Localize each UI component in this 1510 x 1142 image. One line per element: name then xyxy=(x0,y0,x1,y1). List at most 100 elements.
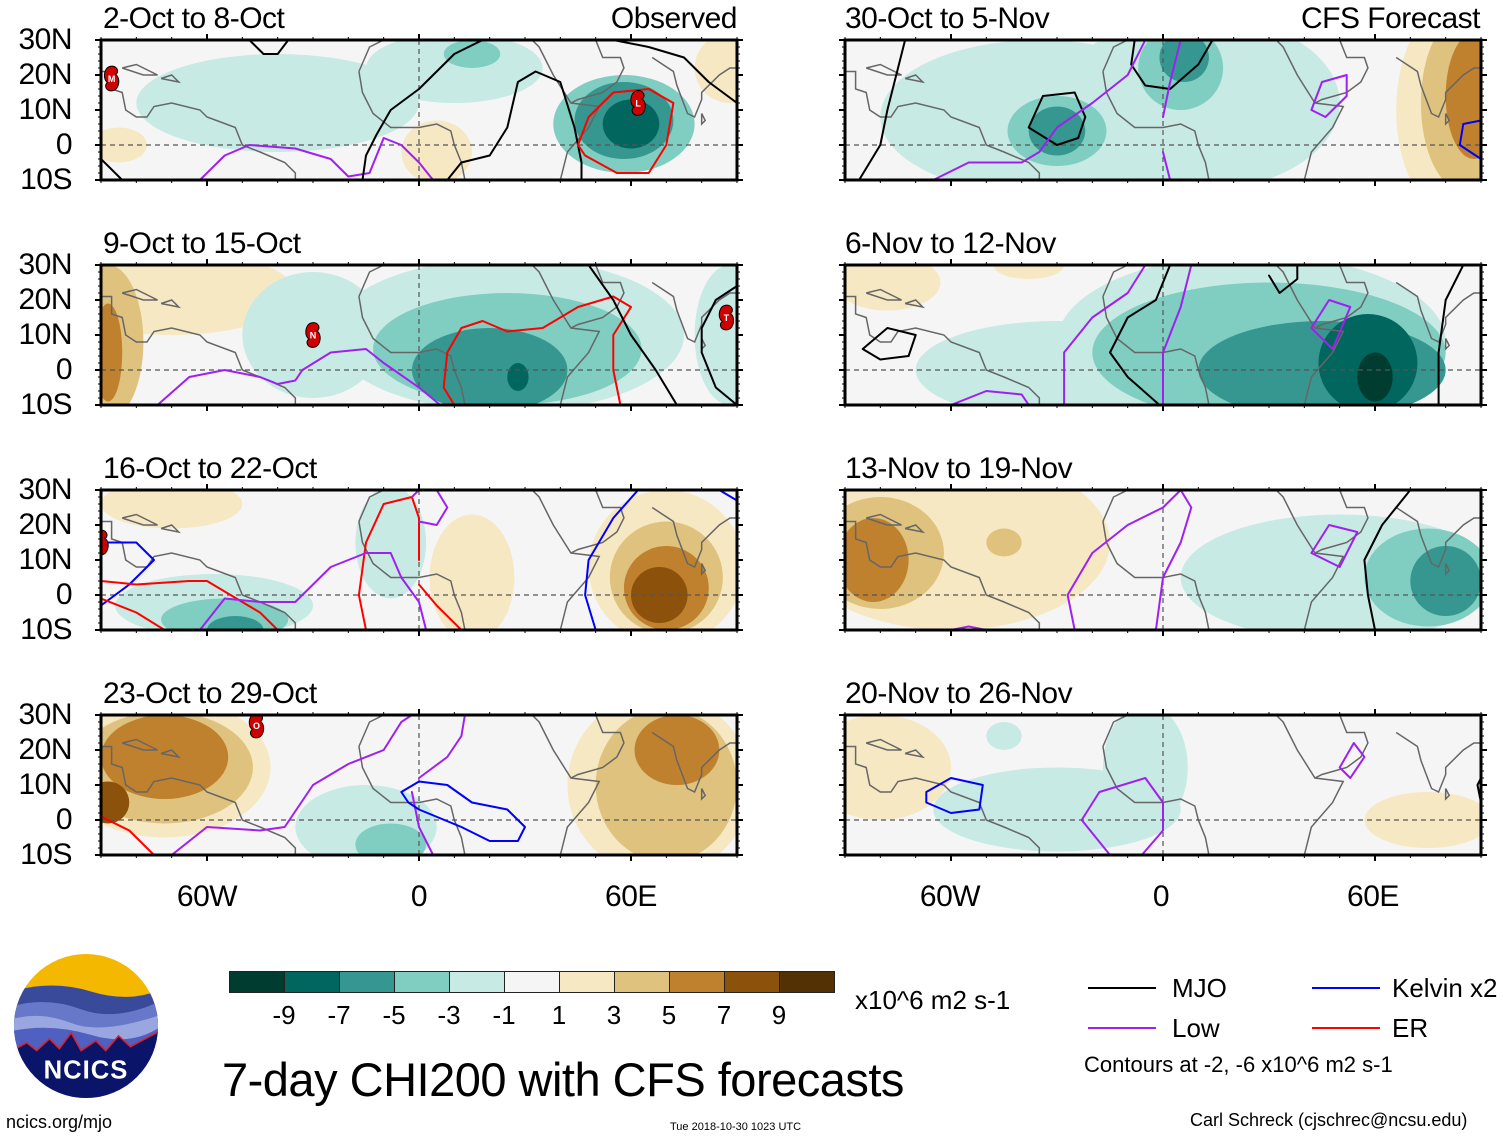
anomaly-region xyxy=(443,40,501,68)
coastline xyxy=(160,524,182,534)
contour-low xyxy=(198,552,428,630)
coastline xyxy=(700,788,707,801)
ytick-label: 10N xyxy=(18,93,72,126)
anomaly-region xyxy=(694,40,737,103)
contour-mjo xyxy=(858,40,907,180)
coastline xyxy=(160,749,182,759)
contour-mjo xyxy=(700,285,737,405)
contour-kelvin-x2 xyxy=(584,490,640,630)
contour-er xyxy=(101,815,155,855)
colorbar-tick-label: -5 xyxy=(382,1000,406,1030)
contour-mjo xyxy=(612,40,737,104)
coastline xyxy=(101,520,297,630)
colorbar-tick-label: 7 xyxy=(716,1000,732,1030)
anomaly-region xyxy=(401,120,472,180)
coastline xyxy=(101,745,297,855)
coastline xyxy=(358,715,384,747)
legend-line-er xyxy=(1312,1027,1380,1029)
coastline xyxy=(101,70,297,180)
anomaly-region xyxy=(101,715,229,799)
anomaly-region xyxy=(1410,546,1481,616)
anomaly-region xyxy=(986,528,1022,557)
anomaly-region xyxy=(355,823,427,855)
map-panel-p1: ML xyxy=(95,34,743,186)
contours-note: Contours at -2, -6 x10^6 m2 s-1 xyxy=(1084,1052,1393,1077)
ytick-label: 10N xyxy=(18,543,72,576)
coastline xyxy=(865,63,902,76)
colorbar-swatch xyxy=(504,971,560,993)
footer-url[interactable]: ncics.org/mjo xyxy=(6,1112,113,1132)
legend-label-er: ER xyxy=(1392,1013,1429,1043)
coastline xyxy=(845,520,1041,630)
coastline xyxy=(1444,113,1451,126)
anomaly-region xyxy=(986,722,1022,750)
contour-mjo xyxy=(1130,40,1214,90)
colorbar-swatch xyxy=(614,971,670,993)
contour-kelvin-x2 xyxy=(925,777,984,814)
coastline xyxy=(358,296,466,405)
footer-author: Carl Schreck (cjschrec@ncsu.edu) xyxy=(1190,1110,1468,1130)
colorbar-swatch xyxy=(724,971,780,993)
panel-content-p4: O xyxy=(101,715,737,855)
colorbar-tick-label: 5 xyxy=(661,1000,677,1030)
coastline xyxy=(700,113,707,126)
main-title: 7-day CHI200 with CFS forecasts xyxy=(222,1053,904,1106)
observed-tag: Observed xyxy=(610,2,738,35)
coastline xyxy=(1314,490,1369,554)
storm-icon: O xyxy=(248,715,265,739)
colorbar-tick-label: -1 xyxy=(492,1000,516,1030)
contour-low xyxy=(1080,777,1164,855)
contour-kelvin-x2 xyxy=(400,780,526,842)
cfs-forecast-tag: CFS Forecast xyxy=(1300,2,1481,35)
coastline xyxy=(865,288,902,301)
ytick-label: 20N xyxy=(18,58,72,91)
colorbar-swatch xyxy=(339,971,395,993)
coastline xyxy=(700,563,707,576)
coastline xyxy=(865,738,902,751)
map-panel-p8 xyxy=(839,709,1487,861)
colorbar-tick-label: -7 xyxy=(327,1000,351,1030)
panel-content-p3 xyxy=(101,490,737,630)
ytick-label: 0 xyxy=(55,128,73,161)
contour-mjo xyxy=(1027,91,1087,146)
anomaly-region xyxy=(634,715,720,785)
coastline xyxy=(1102,40,1128,72)
anomaly-region xyxy=(694,265,737,405)
xtick-0-left: 0 xyxy=(410,880,428,913)
contour-low xyxy=(1162,265,1193,405)
anomaly-region xyxy=(355,490,427,599)
coastline xyxy=(1444,338,1451,351)
anomaly-region xyxy=(845,490,1110,630)
coastline xyxy=(1275,40,1345,180)
anomaly-region xyxy=(993,265,1065,279)
contour-mjo xyxy=(1363,490,1412,630)
colorbar-swatch xyxy=(229,971,285,993)
storm-core xyxy=(633,98,644,108)
map-panel-p5 xyxy=(839,34,1487,186)
ytick-label: 0 xyxy=(55,578,73,611)
ytick-label: 20N xyxy=(18,733,72,766)
colorbar-swatch xyxy=(394,971,450,993)
colorbar-swatch xyxy=(449,971,505,993)
anomaly-region xyxy=(845,518,909,602)
anomaly-region xyxy=(207,616,264,630)
colorbar-swatch xyxy=(669,971,725,993)
anomaly-region xyxy=(602,99,660,149)
contour-low xyxy=(1063,265,1147,405)
panel-title-p3: 16-Oct to 22-Oct xyxy=(103,452,317,485)
coastline xyxy=(358,490,384,522)
coastline xyxy=(121,738,158,751)
coastline xyxy=(1102,71,1210,180)
panel-content-p1: ML xyxy=(101,40,737,180)
contour-mjo xyxy=(101,158,124,180)
storm-icon: L xyxy=(630,90,646,116)
coastline xyxy=(358,265,384,297)
panel-content-p5 xyxy=(845,40,1481,180)
contour-er xyxy=(442,295,632,405)
coastline xyxy=(1314,40,1369,104)
ytick-label: 10S xyxy=(20,613,72,646)
contour-er xyxy=(418,583,463,630)
ytick-label: 30N xyxy=(18,698,72,731)
contour-kelvin-x2 xyxy=(1458,119,1481,160)
coastline xyxy=(1275,715,1345,855)
